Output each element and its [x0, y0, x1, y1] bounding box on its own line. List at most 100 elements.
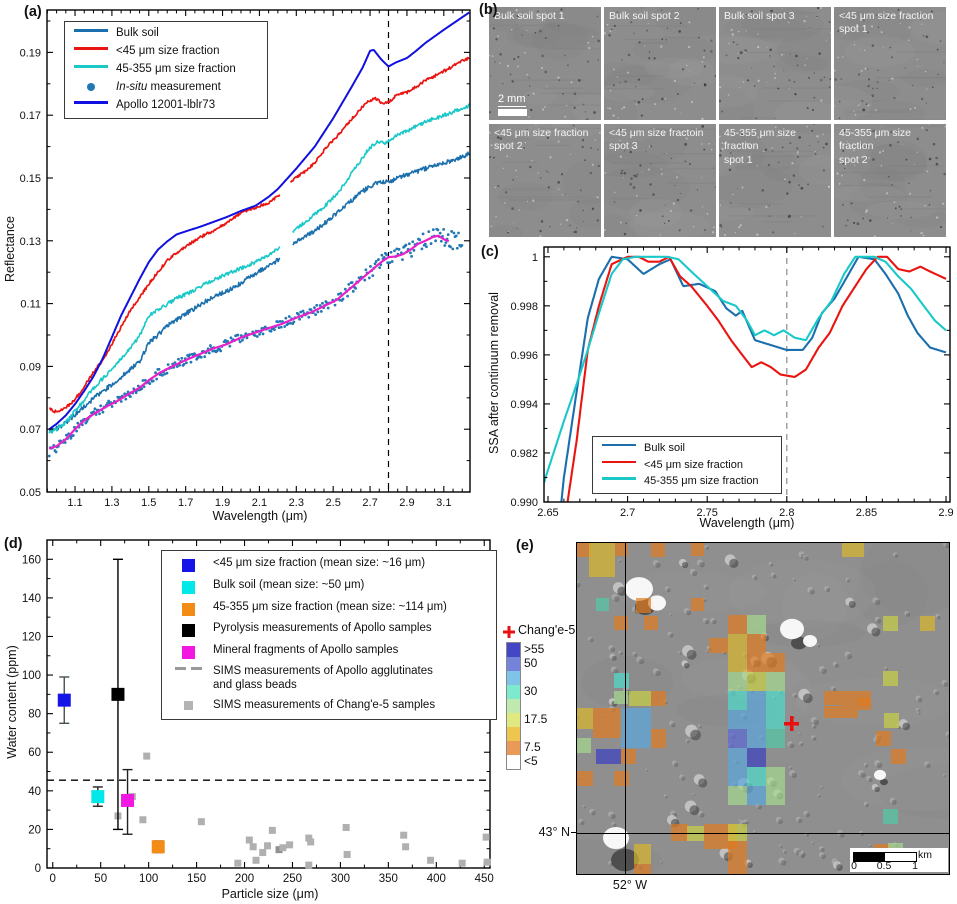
water-content-cell — [621, 708, 651, 748]
change5-legend-label: Chang'e-5 — [518, 623, 576, 637]
svg-text:80: 80 — [28, 709, 41, 721]
water-content-cell — [747, 634, 766, 653]
svg-text:2.9: 2.9 — [938, 507, 953, 519]
legend-swatch-dot-icon — [74, 83, 108, 92]
water-content-cell — [596, 598, 609, 611]
water-content-cell — [747, 691, 766, 710]
panel-a-yaxis-title: Reflectance — [3, 216, 17, 283]
water-content-cell — [728, 767, 747, 786]
svg-text:0.982: 0.982 — [510, 448, 538, 460]
water-content-cell — [614, 673, 629, 688]
water-content-cell — [636, 598, 651, 613]
water-content-cell — [891, 749, 906, 764]
water-content-cell — [747, 615, 766, 634]
map-scalebar-number: 0 — [851, 860, 857, 872]
sample-image-texture — [719, 7, 831, 120]
water-content-cell — [651, 691, 666, 706]
water-content-cell — [728, 824, 747, 841]
legend-item: SIMS measurements of Apollo agglutinates… — [162, 665, 496, 692]
water-content-cell — [577, 543, 591, 557]
image-scalebar — [498, 109, 527, 116]
svg-text:40: 40 — [28, 786, 41, 798]
water-content-cell — [615, 543, 628, 556]
water-content-cell — [883, 809, 898, 824]
legend-label: <45 μm size fraction — [644, 458, 743, 471]
water-content-cell — [728, 634, 747, 653]
panel-a-label: (a) — [24, 4, 42, 20]
water-content-cell — [634, 844, 651, 864]
water-content-cell — [728, 748, 747, 767]
water-content-cell — [691, 543, 704, 556]
svg-text:50: 50 — [94, 873, 107, 885]
svg-text:2.9: 2.9 — [399, 497, 414, 509]
colorbar-tick-label: 7.5 — [524, 740, 541, 754]
svg-text:2.8: 2.8 — [779, 507, 794, 519]
svg-text:0.09: 0.09 — [20, 361, 41, 373]
water-content-cell — [644, 616, 658, 630]
legend-item: <45 μm size fraction (mean size: ~16 μm) — [162, 557, 496, 573]
svg-text:350: 350 — [379, 873, 398, 885]
sims-change5-points — [114, 752, 491, 869]
panel-d-xaxis-title: Particle size (μm) — [221, 887, 319, 901]
sample-image-texture — [719, 124, 831, 237]
legend-item: Bulk soil — [593, 442, 781, 455]
water-content-cell — [621, 749, 636, 764]
colorbar-tick-label: 17.5 — [524, 712, 548, 726]
sample-image: 45-355 μm size fraction spot 2 — [834, 124, 946, 237]
sample-image-texture — [489, 7, 601, 120]
panel-a: 1.1 1.3 1.5 1.7 1.9 2.1 2.3 2.5 2.7 2.9 3.1 0.05 0.0… — [0, 0, 480, 530]
svg-text:0.13: 0.13 — [20, 236, 41, 248]
legend-swatch-line-icon — [74, 47, 108, 50]
sample-image-label: <45 μm size fraction spot 1 — [839, 10, 934, 36]
map-scalebar: km 0 0.5 1 — [850, 848, 948, 872]
series-0 — [48, 151, 470, 433]
sample-image: Bulk soil spot 2 — [604, 7, 716, 120]
series-1 — [49, 56, 470, 414]
axes: 2.65 2.7 2.75 2.8 2.85 2.9 0.990 0.982 0.994 0.99… — [510, 246, 954, 519]
svg-text:2.3: 2.3 — [289, 497, 304, 509]
water-content-cell — [671, 824, 688, 841]
water-content-cell — [728, 729, 747, 748]
legend-swatch-line-icon — [74, 29, 108, 32]
svg-text:1: 1 — [532, 252, 538, 264]
water-content-cell — [766, 710, 785, 729]
colorbar-segment — [507, 685, 520, 699]
svg-text:20: 20 — [28, 824, 41, 836]
water-content-cell — [728, 786, 747, 805]
legend-label: 45-355 μm size fraction — [644, 475, 759, 488]
data-point — [91, 786, 105, 807]
svg-text:0.15: 0.15 — [20, 173, 41, 185]
water-content-cell — [920, 616, 935, 631]
panel-a-legend: Bulk soil <45 μm size fraction 45-355 μm s… — [64, 21, 268, 119]
water-content-cell — [651, 543, 665, 557]
longitude-gridline — [625, 543, 626, 874]
latitude-tick — [571, 832, 576, 833]
water-content-cell — [709, 638, 728, 653]
plot-series — [544, 247, 947, 502]
svg-text:0: 0 — [50, 873, 56, 885]
panel-c-legend: Bulk soil <45 μm size fraction 45-355 μm s… — [592, 436, 782, 494]
svg-text:0.05: 0.05 — [20, 487, 41, 499]
water-content-cell — [728, 672, 747, 691]
svg-text:0.990: 0.990 — [510, 497, 538, 509]
water-content-cell — [629, 691, 651, 706]
legend-swatch-line-icon — [602, 443, 636, 447]
water-content-cell — [596, 749, 621, 764]
water-content-cell — [728, 841, 747, 874]
latitude-label: 43° N — [538, 825, 570, 839]
water-content-cell — [728, 615, 747, 634]
sample-image-label: <45 μm size fractoin spot 3 — [609, 127, 704, 153]
change5-cross-icon — [503, 625, 515, 638]
svg-text:2.7: 2.7 — [620, 507, 635, 519]
svg-text:0.998: 0.998 — [510, 301, 538, 313]
data-point — [57, 676, 71, 724]
legend-label: Bulk soil — [644, 441, 685, 454]
svg-text:0.07: 0.07 — [20, 424, 41, 436]
panel-c-chart: 2.65 2.7 2.75 2.8 2.85 2.9 0.990 0.982 0.994 0.99… — [510, 246, 954, 519]
data-point — [121, 768, 135, 835]
sample-image: <45 μm size fraction spot 1 — [834, 7, 946, 120]
colorbar-segment — [507, 671, 520, 685]
image-scalebar-label: 2 mm — [498, 93, 526, 107]
water-content-cell — [577, 708, 593, 729]
water-content-cell — [651, 729, 666, 748]
